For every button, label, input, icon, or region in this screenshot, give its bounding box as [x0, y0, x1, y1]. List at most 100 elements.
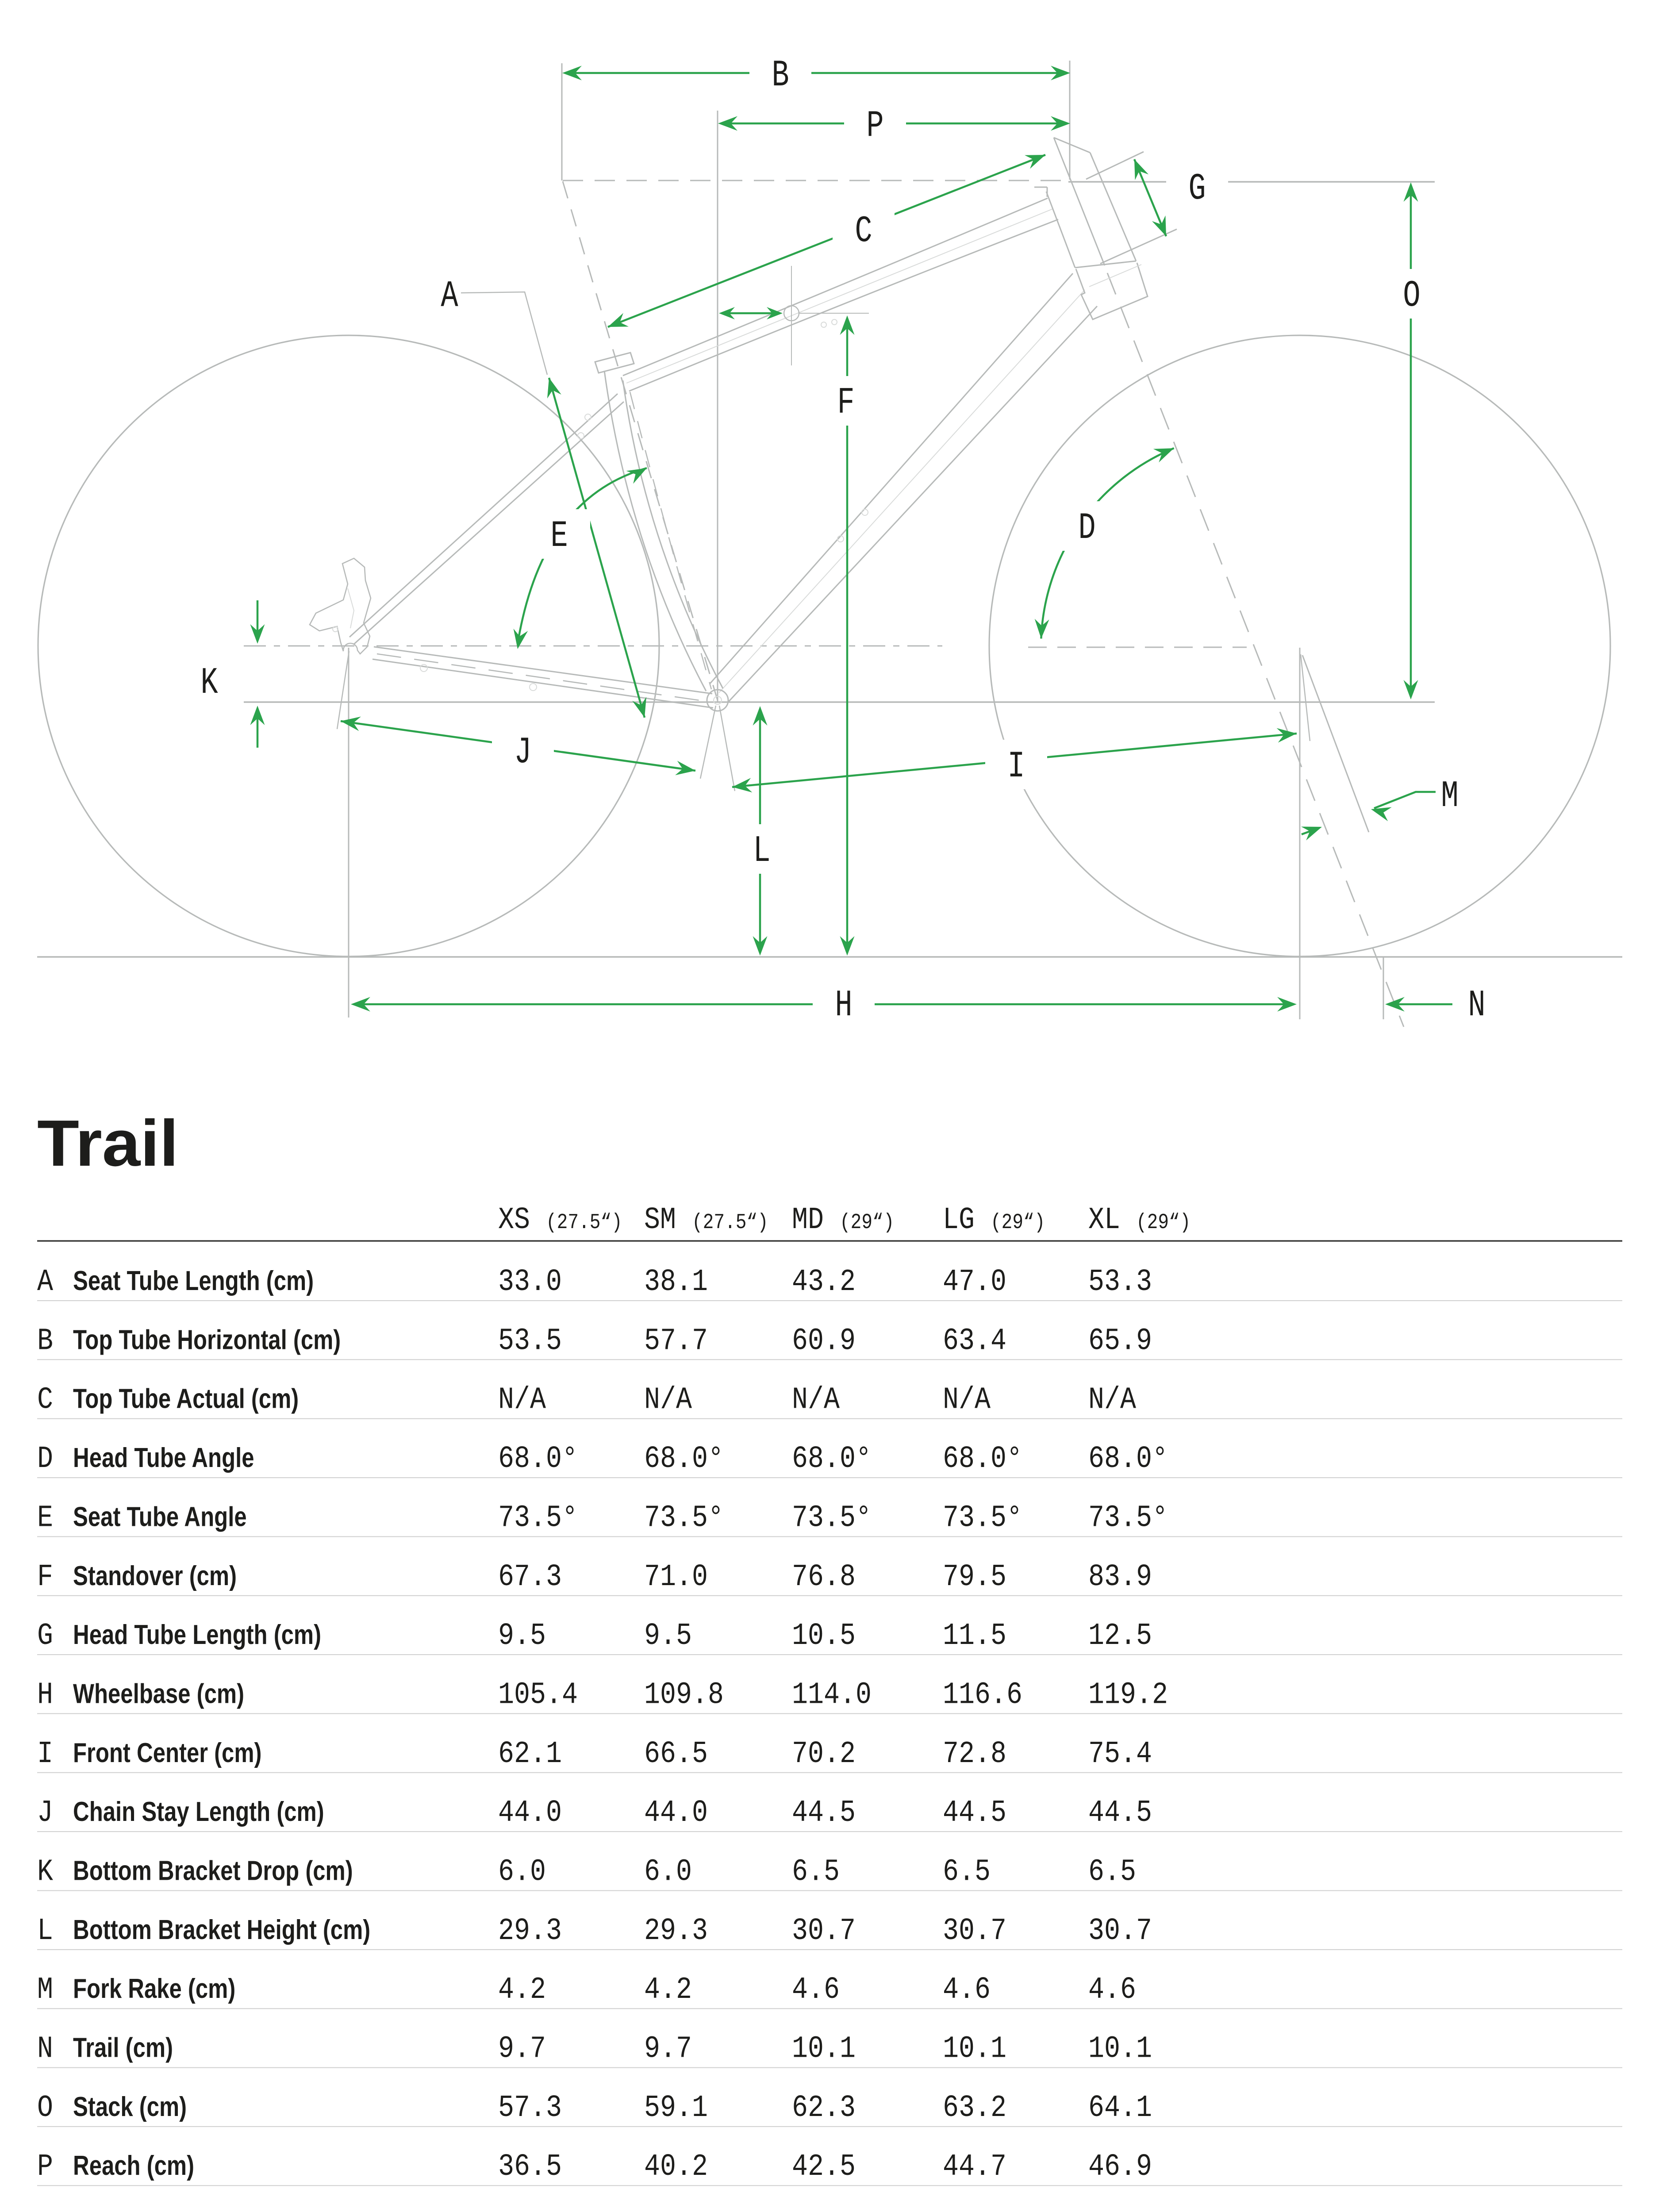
svg-text:59.1: 59.1: [644, 2090, 708, 2125]
svg-text:9.5: 9.5: [644, 1618, 692, 1653]
svg-text:66.5: 66.5: [644, 1736, 708, 1771]
svg-text:116.6: 116.6: [943, 1677, 1022, 1712]
svg-text:68.0°: 68.0°: [498, 1441, 578, 1476]
svg-text:Head Tube Length (cm): Head Tube Length (cm): [73, 1620, 321, 1650]
svg-text:A: A: [441, 275, 458, 318]
svg-text:73.5°: 73.5°: [792, 1500, 872, 1535]
svg-text:Fork Rake (cm): Fork Rake (cm): [73, 1974, 235, 2005]
svg-text:4.6: 4.6: [1088, 1972, 1136, 2007]
svg-text:6.0: 6.0: [644, 1855, 692, 1889]
svg-text:4.6: 4.6: [943, 1972, 991, 2007]
svg-text:60.9: 60.9: [792, 1323, 856, 1358]
svg-text:6.0: 6.0: [498, 1855, 546, 1889]
svg-text:P: P: [37, 2149, 53, 2184]
svg-text:70.2: 70.2: [792, 1736, 856, 1771]
svg-text:42.5: 42.5: [792, 2149, 856, 2184]
svg-text:4.2: 4.2: [644, 1972, 692, 2007]
svg-text:33.0: 33.0: [498, 1264, 562, 1299]
svg-text:68.0°: 68.0°: [1088, 1441, 1168, 1476]
svg-text:E: E: [550, 515, 568, 557]
svg-text:K: K: [200, 662, 218, 704]
svg-text:9.7: 9.7: [498, 2032, 546, 2066]
svg-text:H: H: [835, 984, 852, 1027]
svg-text:29.3: 29.3: [498, 1913, 562, 1948]
svg-text:J: J: [514, 731, 531, 774]
svg-text:Trail (cm): Trail (cm): [73, 2033, 173, 2063]
svg-text:30.7: 30.7: [943, 1913, 1006, 1948]
svg-text:44.5: 44.5: [792, 1795, 856, 1830]
svg-text:B: B: [37, 1323, 53, 1358]
svg-text:G: G: [37, 1618, 53, 1653]
svg-text:I: I: [37, 1736, 53, 1771]
svg-text:10.1: 10.1: [792, 2032, 856, 2066]
svg-text:62.3: 62.3: [792, 2090, 856, 2125]
svg-text:30.7: 30.7: [792, 1913, 856, 1948]
svg-text:Bottom Bracket Drop (cm): Bottom Bracket Drop (cm): [73, 1856, 353, 1886]
svg-text:44.7: 44.7: [943, 2149, 1006, 2184]
svg-text:12.5: 12.5: [1088, 1618, 1152, 1653]
svg-text:10.1: 10.1: [1088, 2032, 1152, 2066]
svg-text:9.7: 9.7: [644, 2032, 692, 2066]
svg-text:D: D: [1078, 507, 1095, 549]
svg-text:G: G: [1188, 168, 1206, 210]
svg-text:N/A: N/A: [943, 1382, 991, 1417]
svg-text:57.7: 57.7: [644, 1323, 708, 1358]
svg-text:J: J: [37, 1795, 53, 1830]
svg-text:65.9: 65.9: [1088, 1323, 1152, 1358]
svg-text:73.5°: 73.5°: [1088, 1500, 1168, 1535]
svg-text:76.8: 76.8: [792, 1559, 856, 1594]
svg-text:C: C: [855, 210, 872, 253]
svg-text:64.1: 64.1: [1088, 2090, 1152, 2125]
svg-text:68.0°: 68.0°: [943, 1441, 1022, 1476]
svg-text:N/A: N/A: [498, 1382, 546, 1417]
svg-text:Chain Stay Length (cm): Chain Stay Length (cm): [73, 1797, 324, 1827]
svg-text:46.9: 46.9: [1088, 2149, 1152, 2184]
svg-text:K: K: [37, 1855, 54, 1889]
svg-text:9.5: 9.5: [498, 1618, 546, 1653]
svg-text:40.2: 40.2: [644, 2149, 708, 2184]
svg-text:75.4: 75.4: [1088, 1736, 1152, 1771]
svg-text:83.9: 83.9: [1088, 1559, 1152, 1594]
svg-text:105.4: 105.4: [498, 1677, 578, 1712]
svg-text:B: B: [772, 54, 789, 97]
svg-text:F: F: [37, 1559, 53, 1594]
svg-text:L: L: [753, 830, 770, 872]
svg-text:29.3: 29.3: [644, 1913, 708, 1948]
svg-text:Stack (cm): Stack (cm): [73, 2092, 187, 2122]
svg-text:10.1: 10.1: [943, 2032, 1006, 2066]
svg-text:O: O: [37, 2090, 53, 2125]
svg-text:N: N: [37, 2032, 53, 2066]
svg-text:4.2: 4.2: [498, 1972, 546, 2007]
svg-text:E: E: [37, 1500, 53, 1535]
svg-text:57.3: 57.3: [498, 2090, 562, 2125]
svg-text:F: F: [837, 382, 854, 424]
svg-text:P: P: [866, 105, 883, 147]
svg-text:I: I: [1007, 745, 1025, 788]
svg-text:119.2: 119.2: [1088, 1677, 1168, 1712]
svg-text:6.5: 6.5: [1088, 1855, 1136, 1889]
svg-text:30.7: 30.7: [1088, 1913, 1152, 1948]
svg-text:10.5: 10.5: [792, 1618, 856, 1653]
svg-text:36.5: 36.5: [498, 2149, 562, 2184]
svg-text:67.3: 67.3: [498, 1559, 562, 1594]
svg-text:6.5: 6.5: [943, 1855, 991, 1889]
svg-text:73.5°: 73.5°: [943, 1500, 1022, 1535]
svg-text:M: M: [1441, 775, 1458, 818]
svg-text:Standover (cm): Standover (cm): [73, 1561, 237, 1591]
svg-text:44.5: 44.5: [1088, 1795, 1152, 1830]
svg-text:68.0°: 68.0°: [792, 1441, 872, 1476]
svg-text:Bottom Bracket Height (cm): Bottom Bracket Height (cm): [73, 1915, 370, 1945]
svg-text:71.0: 71.0: [644, 1559, 708, 1594]
svg-text:44.5: 44.5: [943, 1795, 1006, 1830]
svg-text:Front Center (cm): Front Center (cm): [73, 1738, 261, 1768]
svg-text:C: C: [37, 1382, 53, 1417]
svg-text:73.5°: 73.5°: [498, 1500, 578, 1535]
svg-text:44.0: 44.0: [644, 1795, 708, 1830]
svg-text:62.1: 62.1: [498, 1736, 562, 1771]
svg-text:63.2: 63.2: [943, 2090, 1006, 2125]
svg-text:73.5°: 73.5°: [644, 1500, 724, 1535]
svg-text:N: N: [1468, 984, 1485, 1027]
svg-text:79.5: 79.5: [943, 1559, 1006, 1594]
svg-text:38.1: 38.1: [644, 1264, 708, 1299]
svg-text:47.0: 47.0: [943, 1264, 1006, 1299]
